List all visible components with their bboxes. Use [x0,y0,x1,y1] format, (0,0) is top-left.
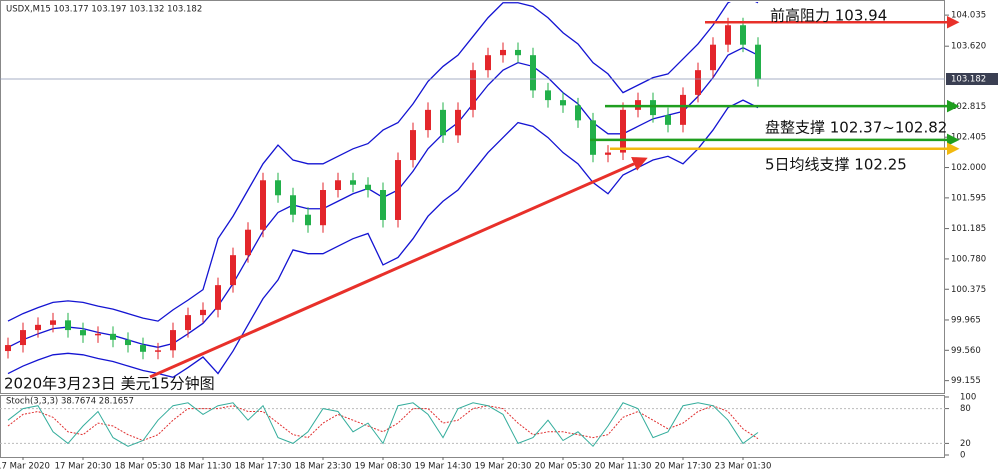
candle-body [335,180,341,191]
candle-body [605,152,611,155]
level-label: 盘整支撑 102.37~102.82 [765,118,947,136]
candle-body [95,333,101,336]
candle-body [245,229,251,256]
price-plot [5,2,761,378]
candle-body [365,184,371,191]
x-tick-label: 18 Mar 11:30 [175,462,232,472]
caption: 2020年3月23日 美元15分钟图 [4,375,215,393]
candle-body [560,100,566,106]
candle-body [440,109,446,136]
price-frame [0,0,945,394]
band-upper [7,2,759,322]
candle-body [485,55,491,71]
stoch-tick-label: 80 [960,404,971,414]
candle-body [215,285,221,310]
candle-body [530,55,536,91]
candle-body [740,25,746,45]
candle-body [680,94,686,125]
candle-body [500,49,506,56]
y-tick-label: 102.405 [951,133,986,143]
candle-body [125,339,131,346]
candle-body [275,180,281,196]
candle-body [110,333,116,340]
x-tick-label: 18 Mar 17:30 [235,462,292,472]
candle-body [455,109,461,136]
y-tick-label: 104.035 [951,11,986,21]
y-tick-label: 103.620 [951,42,986,52]
candle-body [320,190,326,226]
stoch-tick-label: 0 [960,451,965,461]
y-tick-label: 99.155 [951,376,981,386]
candle-body [65,320,71,331]
stoch-tick-label: 100 [960,393,976,403]
candle-body [590,120,596,155]
candle-body [470,70,476,110]
stoch-k [7,402,759,448]
y-tick-label: 99.560 [951,346,981,356]
candle-body [725,25,731,45]
candle-body [200,309,206,316]
x-tick-label: 19 Mar 20:30 [475,462,532,472]
current-price-label: 103.182 [951,75,986,85]
y-tick-label: 102.815 [951,102,986,112]
y-tick-label: 99.965 [951,315,981,325]
level-label: 5日均线支撑 102.25 [765,155,907,173]
candle-body [260,180,266,230]
x-tick-label: 19 Mar 08:30 [355,462,412,472]
candle-body [20,330,26,346]
y-tick-label: 100.780 [951,254,986,264]
candle-body [80,330,86,336]
candle-body [545,90,551,101]
candle-body [155,350,161,352]
y-tick-label: 100.375 [951,285,986,295]
candle-body [755,44,761,80]
chart-title: USDX,M15 103.177 103.197 103.132 103.182 [6,5,202,15]
candle-body [395,160,401,220]
x-tick-label: 18 Mar 05:30 [115,462,172,472]
candle-body [140,345,146,352]
x-tick-label: 19 Mar 14:30 [415,462,472,472]
candle-body [35,324,41,331]
candle-body [515,49,521,56]
candle-body [290,195,296,215]
y-tick-label: 101.595 [951,193,986,203]
x-tick-label: 17 Mar 20:30 [55,462,112,472]
candle-body [650,100,656,116]
candle-body [620,109,626,153]
current-price-box [946,73,998,86]
x-tick-label: 20 Mar 11:30 [595,462,652,472]
stoch-frame [0,395,945,458]
x-tick-label: 18 Mar 23:30 [295,462,352,472]
candle-body [665,115,671,125]
x-tick-label: 17 Mar 2020 [0,462,50,472]
candle-body [695,70,701,95]
stoch-d [7,405,759,442]
candle-body [425,109,431,131]
candle-body [575,105,581,121]
stoch-tick-label: 20 [960,439,971,449]
level-label: 前高阻力 103.94 [770,7,887,25]
candle-body [380,190,386,220]
candle-body [50,320,56,325]
y-tick-label: 101.185 [951,224,986,234]
candle-body [410,130,416,161]
candle-body [230,255,236,286]
candle-body [305,214,311,226]
candle-body [185,315,191,331]
x-tick-label: 20 Mar 05:30 [535,462,592,472]
trend-arrow [149,156,648,379]
candle-body [710,44,716,71]
band-lower [7,99,759,378]
candle-body [5,345,11,352]
x-tick-label: 20 Mar 17:30 [655,462,712,472]
candle-body [350,180,356,185]
y-tick-label: 102.000 [951,163,986,173]
x-tick-label: 23 Mar 01:30 [715,462,772,472]
candle-body [170,330,176,351]
stoch-title: Stoch(3,3,3) 38.7674 28.1657 [6,397,134,407]
